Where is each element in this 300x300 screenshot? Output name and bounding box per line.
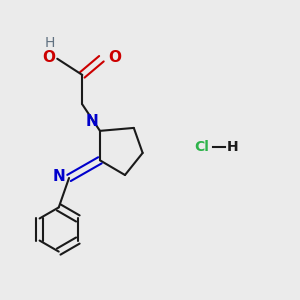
Text: O: O	[108, 50, 121, 65]
Text: H: H	[44, 35, 55, 50]
Text: N: N	[53, 169, 65, 184]
Text: H: H	[226, 140, 238, 154]
Text: Cl: Cl	[194, 140, 209, 154]
Text: O: O	[42, 50, 55, 65]
Text: N: N	[86, 113, 98, 128]
